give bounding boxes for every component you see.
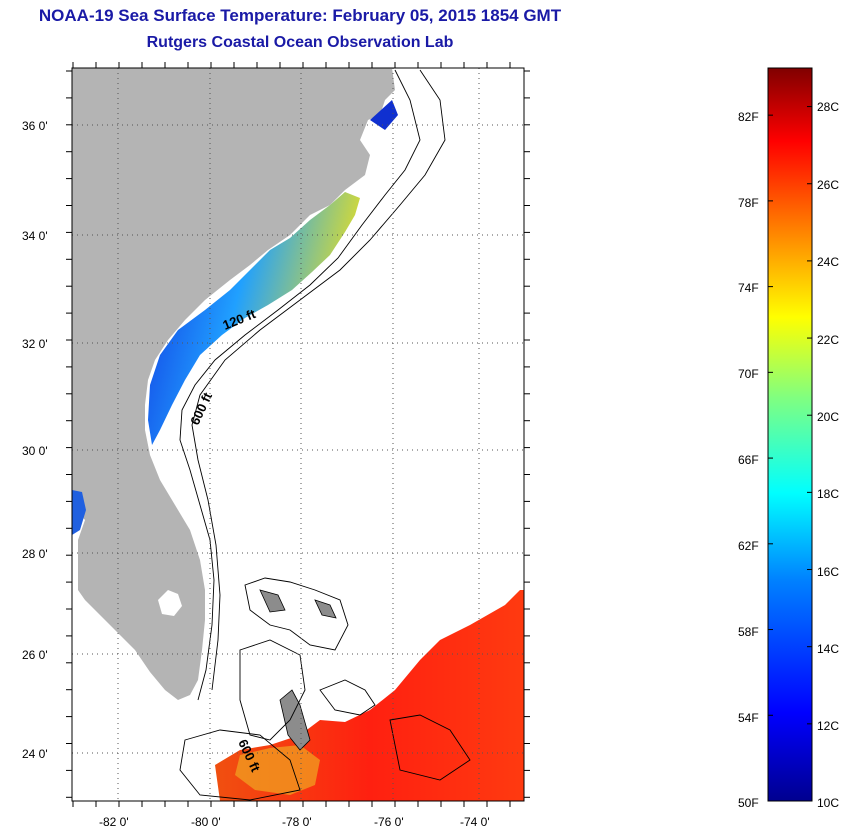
bathymetry-contours xyxy=(179,69,471,801)
map-title: NOAA-19 Sea Surface Temperature: Februar… xyxy=(38,6,562,25)
lon-label-80: -80 0' xyxy=(191,815,221,829)
bank-contour-1 xyxy=(244,577,349,651)
coastal-sst-band xyxy=(148,192,360,445)
cb-f-74: 74F xyxy=(738,281,759,295)
cb-f-62: 62F xyxy=(738,539,759,553)
lat-label-28: 28 0' xyxy=(22,547,48,561)
map-frame xyxy=(71,67,525,802)
lon-label-74: -74 0' xyxy=(460,815,490,829)
cb-c-18: 18C xyxy=(817,487,839,501)
cb-c-22: 22C xyxy=(817,333,839,347)
lat-lon-grid xyxy=(72,68,524,801)
cb-c-10: 10C xyxy=(817,796,839,810)
mainland-land xyxy=(72,68,395,700)
cb-f-70: 70F xyxy=(738,367,759,381)
cb-c-16: 16C xyxy=(817,565,839,579)
axis-ticks xyxy=(66,62,530,807)
cb-c-26: 26C xyxy=(817,178,839,192)
lon-label-76: -76 0' xyxy=(374,815,404,829)
cb-f-50: 50F xyxy=(738,796,759,810)
cb-c-12: 12C xyxy=(817,719,839,733)
bahamas-island-3 xyxy=(314,599,337,619)
map-subtitle: Rutgers Coastal Ocean Observation Lab xyxy=(146,34,454,51)
bahamas-island-2 xyxy=(259,589,286,613)
colorbar-ticks xyxy=(768,106,812,802)
cb-c-20: 20C xyxy=(817,410,839,424)
contour-600ft xyxy=(191,69,446,691)
lon-label-78: -78 0' xyxy=(282,815,312,829)
lat-label-36: 36 0' xyxy=(22,119,48,133)
bahamas-island-1 xyxy=(279,689,311,751)
cb-f-58: 58F xyxy=(738,625,759,639)
lon-label-82: -82 0' xyxy=(99,815,129,829)
latitude-axis: 36 0' 34 0' 32 0' 30 0' 28 0' 26 0' 24 0… xyxy=(22,119,48,761)
cb-c-28: 28C xyxy=(817,100,839,114)
cb-f-78: 78F xyxy=(738,196,759,210)
cb-c-24: 24C xyxy=(817,255,839,269)
bank-contour-3 xyxy=(319,679,376,716)
bank-contour-5 xyxy=(389,714,471,781)
colorbar-celsius-labels: 28C 26C 24C 22C 20C 18C 16C 14C 12C 10C xyxy=(817,100,839,810)
lat-label-34: 34 0' xyxy=(22,229,48,243)
cb-c-14: 14C xyxy=(817,642,839,656)
longitude-axis: -82 0' -80 0' -78 0' -76 0' -74 0' xyxy=(99,815,490,829)
northern-blue-patch xyxy=(370,100,398,130)
cb-f-82: 82F xyxy=(738,110,759,124)
lat-label-30: 30 0' xyxy=(22,444,48,458)
cb-f-54: 54F xyxy=(738,711,759,725)
map-area: 120 ft 600 ft 600 ft xyxy=(72,68,524,801)
lat-label-32: 32 0' xyxy=(22,337,48,351)
cb-f-66: 66F xyxy=(738,453,759,467)
temperature-colorbar: 82F 78F 74F 70F 66F 62F 58F 54F 50F 28C … xyxy=(738,67,839,810)
bank-contour-4 xyxy=(179,729,301,801)
colorbar-fahrenheit-labels: 82F 78F 74F 70F 66F 62F 58F 54F 50F xyxy=(738,110,759,810)
colorbar-gradient xyxy=(767,67,813,802)
warm-sst-orange-patch xyxy=(235,745,320,795)
gulf-coast-blue-patch xyxy=(72,490,86,535)
lat-label-26: 26 0' xyxy=(22,648,48,662)
contour-120ft xyxy=(179,69,421,701)
lake-okeechobee xyxy=(158,590,182,616)
bank-contour-2 xyxy=(239,639,306,741)
lat-label-24: 24 0' xyxy=(22,747,48,761)
